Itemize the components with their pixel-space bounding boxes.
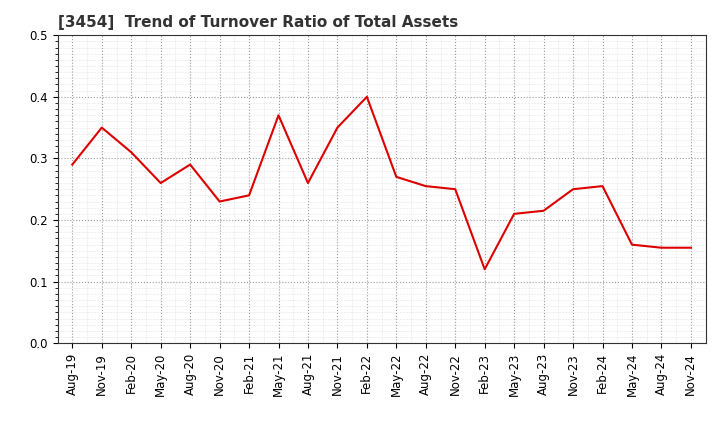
Text: [3454]  Trend of Turnover Ratio of Total Assets: [3454] Trend of Turnover Ratio of Total … <box>58 15 458 30</box>
